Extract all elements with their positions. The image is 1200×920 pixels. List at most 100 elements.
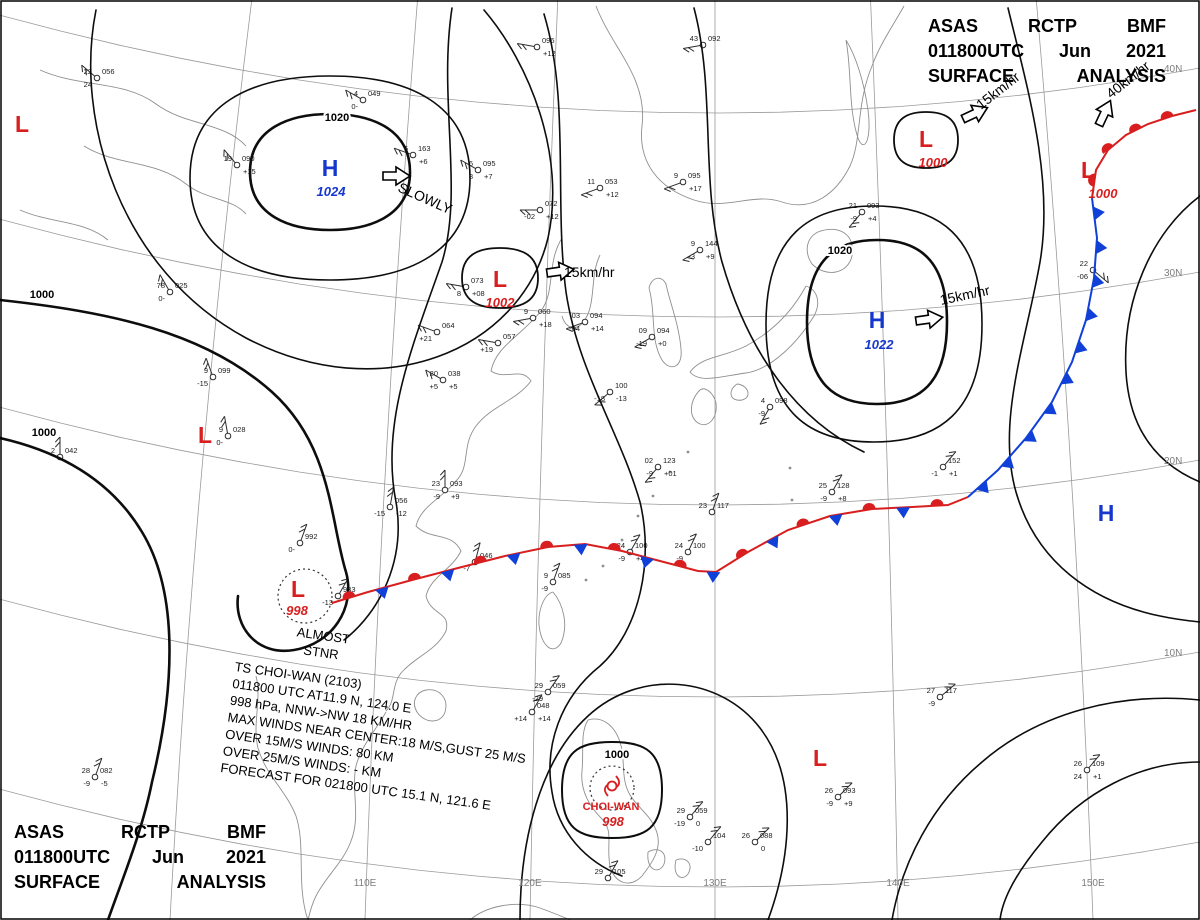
svg-text:100: 100 [693,541,706,550]
svg-text:-15: -15 [197,379,208,388]
coastline-visayas-2 [674,858,691,878]
weather-fronts [331,109,1197,604]
svg-text:0: 0 [696,819,700,828]
svg-text:-9: -9 [928,699,935,708]
svg-text:120E: 120E [518,878,542,889]
svg-text:109: 109 [1092,759,1105,768]
title-word: RCTP [1028,16,1077,36]
svg-text:1000: 1000 [919,155,949,170]
title-word: 2021 [225,847,266,867]
svg-text:+9: +9 [844,799,853,808]
svg-text:L: L [919,126,933,152]
svg-text:03: 03 [572,311,580,320]
title-block-top-right: ASAS RCTP BMF 011800UTC Jun 2021 SURFACE… [928,14,1166,89]
svg-text:-13: -13 [616,394,627,403]
svg-text:094: 094 [657,326,670,335]
svg-text:43: 43 [690,34,698,43]
svg-text:163: 163 [418,144,431,153]
svg-text:095: 095 [688,171,701,180]
svg-text:100: 100 [635,541,648,550]
svg-text:10N: 10N [1164,648,1182,659]
svg-text:0-: 0- [351,102,358,111]
svg-text:-19: -19 [674,819,685,828]
ryukyu-island [651,494,655,498]
title-word: 011800UTC [14,847,111,867]
svg-text:+12: +12 [543,49,556,58]
svg-text:27: 27 [927,686,935,695]
svg-text:-15: -15 [374,509,385,518]
svg-text:-9: -9 [83,779,90,788]
svg-text:9: 9 [544,571,548,580]
title-word: Jun [1059,41,1092,61]
svg-text:L: L [291,576,305,602]
svg-text:-10: -10 [692,844,703,853]
svg-text:9: 9 [674,171,678,180]
svg-text:-9: -9 [618,554,625,563]
svg-text:-3: -3 [688,252,695,261]
svg-text:-06: -06 [1077,272,1088,281]
svg-text:+1: +1 [1093,772,1102,781]
svg-text:+4: +4 [868,214,877,223]
svg-text:+6: +6 [419,157,428,166]
svg-text:+14: +14 [591,324,604,333]
svg-text:093: 093 [450,479,463,488]
terrain-line-3 [19,209,109,241]
svg-text:15km/hr: 15km/hr [938,282,991,308]
svg-text:150E: 150E [1081,878,1105,889]
svg-text:-02: -02 [524,212,535,221]
svg-text:L: L [813,745,827,771]
svg-text:1022: 1022 [865,337,895,352]
svg-text:093: 093 [843,786,856,795]
svg-text:-5: -5 [101,779,108,788]
svg-text:085: 085 [558,571,571,580]
svg-text:059: 059 [695,806,708,815]
coastline-bohai [561,254,601,328]
svg-text:15km/hr: 15km/hr [564,264,615,280]
svg-text:6: 6 [469,159,473,168]
svg-text:1000: 1000 [30,289,54,301]
svg-text:-9: -9 [850,214,857,223]
svg-text:8: 8 [469,172,473,181]
svg-text:H: H [869,307,886,333]
svg-text:25: 25 [819,481,827,490]
svg-text:+5: +5 [429,382,438,391]
title-word: ANALYSIS [1076,66,1166,86]
svg-text:038: 038 [448,369,461,378]
svg-text:+17: +17 [689,184,702,193]
svg-text:0-: 0- [216,438,223,447]
svg-text:24: 24 [1074,772,1082,781]
bonin-island [788,466,792,470]
title-word: ASAS [928,16,979,36]
svg-text:088: 088 [760,831,773,840]
svg-text:998: 998 [602,814,624,829]
ryukyu-island [636,514,640,518]
svg-text:24: 24 [617,541,625,550]
title-word: 2021 [1125,41,1166,61]
svg-text:26: 26 [1074,759,1082,768]
title-line-2: 011800UTC Jun 2021 [14,845,266,870]
svg-text:072: 072 [545,199,558,208]
svg-text:1020: 1020 [325,112,349,124]
ryukyu-island [620,538,624,542]
svg-text:099: 099 [218,366,231,375]
svg-text:-7: -7 [463,564,470,573]
svg-text:+01: +01 [664,469,677,478]
svg-text:060: 060 [538,307,551,316]
svg-text:9: 9 [219,425,223,434]
svg-text:100: 100 [615,381,628,390]
svg-text:11: 11 [587,177,595,186]
svg-text:130E: 130E [703,878,727,889]
svg-text:-9: -9 [758,409,765,418]
title-word: BMF [226,822,266,842]
svg-text:0-: 0- [288,545,295,554]
svg-text:-9: -9 [433,492,440,501]
terrain-line-2 [83,145,247,215]
svg-text:H: H [1098,500,1115,526]
title-block-bottom-left: ASAS RCTP BMF 011800UTC Jun 2021 SURFACE… [14,820,266,895]
svg-text:9: 9 [524,307,528,316]
coastline-sakhalin [845,39,870,146]
svg-text:L: L [493,266,507,292]
